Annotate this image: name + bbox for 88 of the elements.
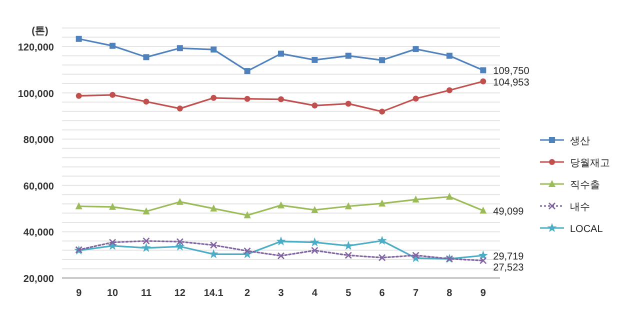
data-label: 104,953 (493, 77, 530, 88)
y-tick-label: 100,000 (18, 88, 54, 100)
point (379, 108, 386, 115)
point (446, 192, 453, 200)
point (480, 78, 486, 84)
point (244, 211, 251, 218)
point (446, 52, 452, 59)
legend-label: 당월재고 (570, 158, 610, 169)
point (278, 50, 284, 57)
x-tick-label: 8 (446, 288, 453, 299)
point (110, 92, 116, 98)
point (378, 254, 386, 262)
x-tick-label: 7 (412, 288, 419, 299)
point (244, 68, 250, 74)
point (278, 96, 284, 102)
y-tick-label: 80,000 (23, 135, 54, 146)
point (344, 252, 352, 259)
x-tick-label: 11 (140, 288, 152, 299)
point (412, 196, 420, 203)
legend-label: LOCAL (570, 224, 604, 235)
point (310, 237, 320, 246)
point (109, 202, 116, 210)
x-tick-label: 9 (76, 288, 82, 299)
point (142, 237, 150, 245)
point (76, 92, 82, 99)
y-tick-label: 20,000 (23, 274, 54, 285)
point (412, 46, 419, 52)
point (312, 102, 318, 109)
point (344, 202, 352, 210)
x-tick-label: 6 (379, 288, 386, 299)
point (276, 236, 286, 246)
point (480, 67, 486, 74)
point (75, 202, 82, 210)
x-tick-label: 12 (174, 288, 186, 299)
legend-label: 직수출 (570, 180, 600, 191)
point (110, 42, 116, 49)
x-tick-label: 3 (278, 288, 284, 299)
legend-label: 생산 (570, 136, 590, 147)
point (244, 247, 251, 255)
point (412, 96, 419, 102)
point (480, 256, 487, 264)
point (478, 250, 488, 260)
point (480, 206, 487, 214)
point (176, 198, 184, 205)
data-label: 27,523 (493, 262, 524, 274)
legend-label: 내수 (570, 202, 590, 213)
point (277, 252, 285, 260)
x-tick-label: 4 (312, 288, 318, 299)
point (175, 242, 185, 251)
x-tick-label: 10 (106, 288, 119, 299)
y-tick-label: 40,000 (23, 228, 54, 239)
point (446, 87, 452, 94)
data-label: 109,750 (493, 66, 530, 78)
point (345, 100, 352, 107)
point (210, 94, 217, 101)
x-tick-label: 14.1 (204, 288, 224, 299)
point (210, 204, 218, 212)
data-label: 29,719 (493, 252, 524, 262)
point (377, 236, 387, 245)
point (141, 242, 151, 252)
data-label: 49,099 (493, 206, 524, 218)
point (208, 249, 218, 258)
x-tick-label: 2 (244, 288, 251, 299)
point (344, 240, 354, 250)
y-axis-title: (톤) (32, 26, 48, 37)
point (210, 241, 218, 249)
x-tick-label: 9 (480, 288, 486, 299)
point (108, 238, 116, 246)
point (176, 45, 183, 52)
point (244, 96, 250, 102)
point (379, 57, 386, 64)
y-tick-label: 120,000 (18, 42, 54, 54)
point (76, 36, 82, 42)
x-tick-label: 5 (346, 288, 352, 299)
point (142, 207, 150, 214)
point (143, 54, 150, 60)
point (311, 246, 318, 254)
point (345, 52, 352, 59)
y-tick-label: 60,000 (23, 181, 54, 192)
point (412, 252, 420, 259)
point (311, 206, 318, 213)
point (378, 199, 386, 206)
point (312, 56, 318, 63)
point (176, 238, 184, 246)
point (143, 98, 150, 105)
point (278, 201, 284, 208)
point (176, 106, 183, 112)
point (210, 46, 217, 53)
